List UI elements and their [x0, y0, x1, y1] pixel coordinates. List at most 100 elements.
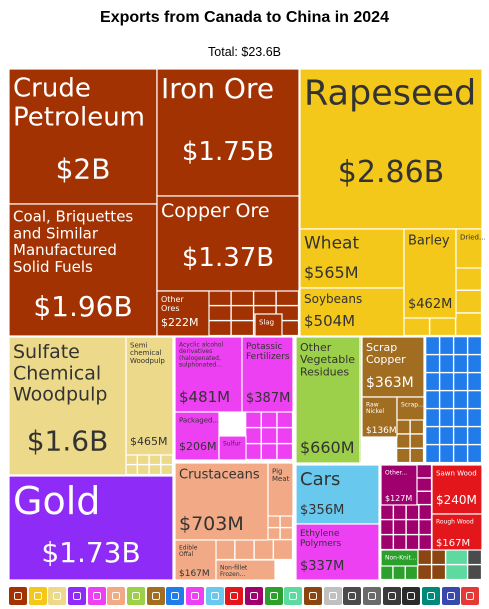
animal-hides-icon[interactable] [245, 587, 263, 605]
wood-products-icon[interactable] [225, 587, 244, 605]
treemap-tile-gold[interactable]: Gold $1.73B [8, 475, 174, 581]
treemap-tile-semi-chemical-woodpulp[interactable]: Semi chemical Woodpulp $465M [125, 336, 174, 456]
treemap-tile-slag[interactable]: Slag [254, 313, 283, 337]
tile-rect [156, 195, 300, 292]
treemap-tile-barley[interactable]: Barley $462M [403, 228, 457, 319]
instruments-icon[interactable] [284, 587, 303, 605]
transportation-icon[interactable] [205, 587, 224, 605]
tile-rect [299, 287, 405, 337]
miscellaneous-icon[interactable] [343, 587, 362, 605]
treemap-mini-tile [453, 354, 468, 373]
treemap-mini-tile [467, 549, 482, 565]
treemap-mini-tile [445, 564, 468, 580]
tile-name-label: Sawn Wood [436, 469, 477, 477]
stone-and-glass-icon[interactable] [304, 587, 322, 605]
treemap-mini-tile [160, 454, 173, 465]
tile-name-label: Other... [385, 469, 407, 476]
treemap-mini-tile [267, 515, 280, 528]
treemap-tile-scrap[interactable]: Scrap... [396, 396, 425, 421]
textiles-icon[interactable] [264, 587, 283, 605]
tile-value-label: $337M [300, 559, 344, 574]
treemap-tile-non-fillet-frozen[interactable]: Non-fillet Frozen... [215, 559, 276, 581]
treemap-tile-sulfate-chemical-woodpulp[interactable]: Sulfate Chemical Woodpulp $1.6B [8, 336, 127, 476]
treemap-tile-potassic-fertilizers[interactable]: Potassic Fertilizers $387M [241, 336, 294, 413]
tile-rect [267, 462, 294, 517]
chemical-products-icon[interactable] [87, 587, 106, 605]
treemap-mini-tile [137, 454, 149, 465]
treemap-tile-pig-meat[interactable]: Pig Meat [267, 462, 294, 517]
machines-icon[interactable] [166, 587, 185, 605]
treemap-tile-sulfur[interactable]: Sulfur [218, 435, 247, 461]
treemap-tile-acyclic-alcohol-derivatives-halogenated-sulphonated[interactable]: Acyclic alcohol derivatives (halogenated, s… [174, 336, 243, 413]
beverages-icon[interactable] [461, 587, 480, 605]
treemap-tile-ethylene-polymers[interactable]: Ethylene Polymers $337M [295, 523, 380, 581]
treemap-tile-edible-offal[interactable]: Edible Offal $167M [174, 539, 217, 581]
treemap-tile-raw-nickel[interactable]: Raw Nickel $136M [361, 396, 398, 438]
treemap-tile-sawn-wood[interactable]: Sawn Wood $240M [431, 464, 483, 515]
treemap-tile-rough-wood[interactable]: Rough Wood $167M [431, 513, 483, 551]
treemap-tile-crustaceans[interactable]: Crustaceans $703M [174, 462, 269, 541]
treemap-mini-tile [280, 527, 293, 540]
treemap-tile-crude-petroleum[interactable]: Crude Petroleum $2B [8, 68, 158, 205]
category-legend [9, 587, 481, 607]
treemap-tile-iron-ore[interactable]: Iron Ore $1.75B [156, 68, 300, 197]
mineral-products-icon[interactable] [9, 587, 27, 605]
tile-name-label: Barley [408, 234, 450, 249]
paper-goods-icon[interactable] [48, 587, 67, 605]
tile-name-label: Potassic Fertilizers [246, 342, 290, 362]
tile-value-label: $1.96B [33, 290, 132, 323]
treemap-mini-tile [208, 290, 232, 306]
treemap-tile-soybeans[interactable]: Soybeans $504M [299, 287, 405, 337]
treemap-mini-tile [455, 267, 482, 291]
metals-icon[interactable] [146, 587, 165, 605]
animal-products-icon[interactable] [107, 587, 126, 605]
small-cluster-3 [445, 549, 468, 580]
treemap-mini-tile [231, 290, 254, 306]
treemap-mini-tile [445, 549, 468, 565]
treemap-tile-other-vegetable-residues[interactable]: Other Vegetable Residues $660M [295, 336, 361, 464]
tile-name-label: Slag [259, 318, 274, 326]
tile-rect [8, 475, 174, 581]
treemap-mini-tile [467, 390, 482, 409]
electronics-icon[interactable] [441, 587, 460, 605]
treemap-tile-rapeseed[interactable]: Rapeseed $2.86B [299, 68, 483, 230]
treemap-mini-tile [280, 515, 293, 528]
treemap-mini-tile [245, 427, 262, 444]
treemap-mini-tile [396, 419, 410, 434]
treemap-mini-tile [277, 427, 293, 444]
treemap-tile-other-ores[interactable]: Other Ores $222M [156, 290, 210, 337]
treemap-tile-coal-briquettes-and-similar-manufactured-solid-fuels[interactable]: Coal, Briquettes and Similar Manufactured S… [8, 203, 158, 337]
plastics-icon[interactable] [186, 587, 204, 605]
tile-rect [299, 228, 405, 289]
tile-name-label: Rough Wood [436, 518, 474, 525]
treemap-tile-wheat[interactable]: Wheat $565M [299, 228, 405, 289]
tile-name-label: Sulfur [223, 440, 241, 447]
treemap-tile-cars[interactable]: Cars $356M [295, 464, 380, 525]
treemap-mini-tile [453, 444, 468, 463]
treemap-mini-tile [453, 426, 468, 445]
foodstuffs-icon[interactable] [127, 587, 145, 605]
tile-value-label: $1.6B [27, 425, 109, 458]
treemap-tile-copper-ore[interactable]: Copper Ore $1.37B [156, 195, 300, 292]
tile-rect [156, 290, 210, 337]
treemap-mini-tile [467, 426, 482, 445]
art-and-antiques-icon[interactable] [382, 587, 401, 605]
treemap-mini-tile [467, 336, 482, 355]
tile-name-label: Scrap Copper [366, 341, 406, 366]
treemap-tile-other[interactable]: Other... $127M [380, 464, 418, 506]
tile-rect [241, 336, 294, 413]
treemap-mini-tile [393, 519, 406, 535]
vegetable-products-icon[interactable] [28, 587, 47, 605]
vehicles-icon[interactable] [422, 587, 440, 605]
treemap-tile-dried[interactable]: Dried... [455, 228, 486, 269]
treemap-tile-scrap-copper[interactable]: Scrap Copper $363M [361, 336, 425, 398]
precious-metals-icon[interactable] [68, 587, 86, 605]
treemap-tile-non-knit[interactable]: Non-Knit... [380, 549, 419, 567]
weapons-icon[interactable] [402, 587, 421, 605]
tile-value-label: $387M [246, 391, 290, 406]
arms-icon[interactable] [363, 587, 381, 605]
treemap-tile-packaged[interactable]: Packaged... $206M [174, 411, 220, 461]
footwear-icon[interactable] [323, 587, 342, 605]
tile-rect [295, 464, 380, 525]
